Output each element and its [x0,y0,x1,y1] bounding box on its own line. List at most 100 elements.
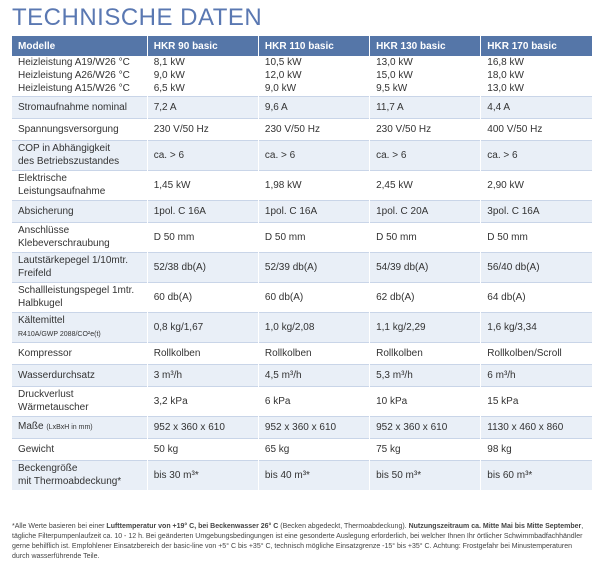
value-cell: 1pol. C 16A [146,199,259,222]
row-label-text: Elektrische Leistungsaufnahme [18,173,106,197]
row-label-text: Kältemittel [18,314,65,326]
value-cell: 60 db(A) [146,281,259,312]
table-row: Spannungsversorgung 230 V/50 Hz 230 V/50 H… [12,117,592,140]
value-cell: 98 kg [480,437,592,460]
table-row: Anschlüsse Klebeverschraubung D 50 mm D 50… [12,221,592,252]
value-cell: 952 x 360 x 610 [257,415,370,438]
row-label-note: R410A/GWP 2088/CO²e(t) [18,330,101,338]
header-cell: HKR 170 basic [480,36,592,56]
row-label: Heizleistung A19/W26 °C Heizleistung A26… [12,56,148,96]
value-cell: 13,0 kW 15,0 kW 9,5 kW [369,56,481,96]
footnote-segment: (Becken abgedeckt, Thermoabdeckung). [278,523,409,530]
value-cell: 1130 x 460 x 860 [480,415,592,438]
value-cell: D 50 mm [146,221,259,252]
header-cell: HKR 130 basic [369,36,481,56]
row-label: Elektrische Leistungsaufnahme [12,169,148,200]
value-cell: Rollkolben [146,341,259,364]
row-label-text: COP in Abhängigkeit des Betriebszustande… [18,143,120,167]
value-cell: 1,98 kW [257,169,370,200]
row-label-text: Maße [18,421,44,432]
row-label: Wasserdurchsatz [12,363,148,386]
value-cell: D 50 mm [480,221,592,252]
value-cell: Rollkolben [257,341,370,364]
spec-table-body: Heizleistung A19/W26 °C Heizleistung A26… [12,56,592,490]
value-cell: 10 kPa [369,385,481,416]
header-cell: HKR 90 basic [146,36,259,56]
table-row: Wasserdurchsatz 3 m³/h 4,5 m³/h 5,3 m³/h 6 m… [12,363,592,386]
value-cell: 230 V/50 Hz [257,117,370,140]
header-cell: HKR 110 basic [257,36,370,56]
value-cell: D 50 mm [257,221,370,252]
value-cell: 52/39 db(A) [257,251,370,282]
row-label: Schallleistungspegel 1mtr. Halbkugel [12,281,148,312]
row-label: Druckverlust Wärmetauscher [12,385,148,416]
value-cell: 1,1 kg/2,29 [369,311,481,342]
value-cell: 8,1 kW 9,0 kW 6,5 kW [146,56,259,96]
value-cell: 952 x 360 x 610 [369,415,481,438]
row-label-text: Stromaufnahme nominal [18,101,127,113]
row-label: Spannungsversorgung [12,117,148,140]
value-cell: 1,45 kW [146,169,259,200]
row-label-text: Spannungsversorgung [18,123,119,135]
value-cell: 10,5 kW 12,0 kW 9,0 kW [257,56,370,96]
value-cell: 1,6 kg/3,34 [480,311,592,342]
table-row: Absicherung 1pol. C 16A 1pol. C 16A 1pol. C… [12,199,592,222]
footnote-segment: *Alle Werte basieren bei einer [12,523,107,530]
value-cell: 50 kg [146,437,259,460]
row-label: Beckengröße mit Thermoabdeckung* [12,459,148,490]
value-cell: bis 30 m³* [146,459,259,490]
row-label: Kältemittel R410A/GWP 2088/CO²e(t) [12,311,148,342]
value-cell: 5,3 m³/h [369,363,481,386]
value-cell: ca. > 6 [257,139,370,170]
row-label: Kompressor [12,341,148,364]
value-cell: 60 db(A) [257,281,370,312]
table-row: Gewicht 50 kg 65 kg 75 kg 98 kg [12,437,592,460]
value-cell: 1pol. C 20A [369,199,481,222]
row-label: Lautstärkepegel 1/10mtr. Freifeld [12,251,148,282]
footnote-segment: Nutzungszeitraum ca. Mitte Mai bis Mitte… [408,523,582,530]
row-label-note: (LxBxH in mm) [46,424,93,431]
row-label: Maße (LxBxH in mm) [12,415,148,438]
value-cell: 9,6 A [257,95,370,118]
table-row: Lautstärkepegel 1/10mtr. Freifeld 52/38 d… [12,251,592,282]
table-row: Druckverlust Wärmetauscher 3,2 kPa 6 kPa 10… [12,385,592,416]
value-cell: ca. > 6 [369,139,481,170]
value-cell: D 50 mm [369,221,481,252]
value-cell: 230 V/50 Hz [369,117,481,140]
value-cell: 6 m³/h [480,363,592,386]
table-row: Maße (LxBxH in mm) 952 x 360 x 610 952 x 3… [12,415,592,438]
value-cell: 16,8 kW 18,0 kW 13,0 kW [480,56,592,96]
row-label-text: Schallleistungspegel 1mtr. Halbkugel [18,285,135,309]
row-label: Stromaufnahme nominal [12,95,148,118]
table-row: Schallleistungspegel 1mtr. Halbkugel 60 d… [12,281,592,312]
value-cell: 4,5 m³/h [257,363,370,386]
value-cell: 11,7 A [369,95,481,118]
row-label: Absicherung [12,199,148,222]
row-label: COP in Abhängigkeit des Betriebszustande… [12,139,148,170]
row-label-text: Wasserdurchsatz [18,369,95,381]
table-row: Stromaufnahme nominal 7,2 A 9,6 A 11,7 A 4,4… [12,95,592,118]
row-label-text: Heizleistung A19/W26 °C Heizleistung A26… [18,57,130,95]
value-cell: Rollkolben [369,341,481,364]
value-cell: 75 kg [369,437,481,460]
row-label-text: Gewicht [18,443,55,455]
value-cell: 65 kg [257,437,370,460]
value-cell: 7,2 A [146,95,259,118]
value-cell: ca. > 6 [480,139,592,170]
value-cell: 56/40 db(A) [480,251,592,282]
table-row: Beckengröße mit Thermoabdeckung* bis 30 m… [12,459,592,490]
row-label-text: Kompressor [18,347,72,359]
value-cell: 4,4 A [480,95,592,118]
row-label: Anschlüsse Klebeverschraubung [12,221,148,252]
row-label-text: Lautstärkepegel 1/10mtr. Freifeld [18,255,129,279]
header-cell: Modelle [12,36,148,56]
table-row: COP in Abhängigkeit des Betriebszustande… [12,139,592,170]
table-row: Elektrische Leistungsaufnahme 1,45 kW 1,98… [12,169,592,200]
value-cell: 52/38 db(A) [146,251,259,282]
spec-table: Modelle HKR 90 basic HKR 110 basic HKR 1… [12,36,592,490]
table-header-row: Modelle HKR 90 basic HKR 110 basic HKR 1… [12,36,592,56]
value-cell: 3pol. C 16A [480,199,592,222]
value-cell: 400 V/50 Hz [480,117,592,140]
value-cell: 54/39 db(A) [369,251,481,282]
value-cell: 1pol. C 16A [257,199,370,222]
